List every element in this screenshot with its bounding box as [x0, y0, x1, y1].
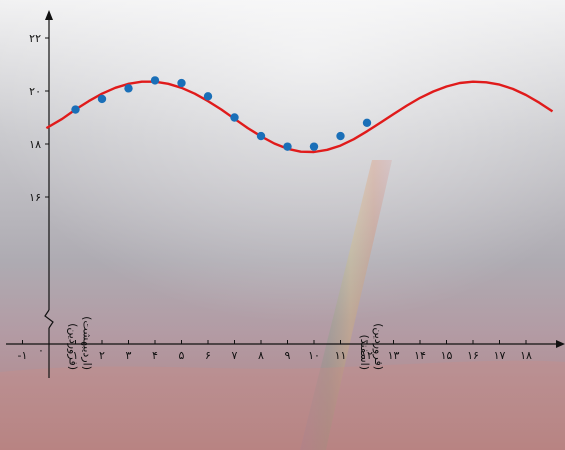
month-annotation-label: (فروردین)	[67, 323, 80, 370]
x-tick-label: ۸	[258, 349, 264, 362]
data-point	[230, 113, 239, 122]
month-annotations: (فروردین) (اردیبهشت) (اسفند) (فروردین)	[67, 316, 386, 370]
data-point	[309, 142, 319, 151]
month-annotation-label: (فروردین)	[372, 323, 385, 370]
data-points-layer	[71, 76, 372, 151]
month-annotation-label: (اسفند)	[358, 334, 371, 370]
x-tick-label: ۱۱	[335, 349, 347, 362]
data-point	[71, 105, 80, 114]
x-tick-label: ۱۸	[520, 349, 532, 362]
x-tick-label: ۴	[152, 349, 158, 362]
x-tick-label: ۵	[179, 349, 185, 362]
data-point	[362, 118, 372, 128]
x-tick-label: -۱	[18, 349, 28, 362]
x-tick-label: ۲	[99, 349, 105, 362]
data-point	[203, 92, 213, 101]
x-tick-label: ۱۵	[441, 349, 453, 362]
x-tick-label: ۹	[285, 349, 291, 362]
axes	[6, 10, 565, 378]
y-tick-label: ۱۶	[29, 191, 41, 204]
data-point	[124, 84, 133, 93]
y-tick-label: ۲۲	[29, 32, 41, 45]
x-tick-label: ۱۲	[361, 349, 373, 362]
fitted-curve-layer	[45, 80, 554, 154]
x-tick-label: ۱	[73, 349, 79, 362]
x-tick-label: ۰	[38, 344, 44, 357]
x-tick-label: ۱۷	[494, 349, 506, 362]
y-axis-break	[44, 309, 54, 329]
data-point	[97, 94, 107, 104]
data-point	[336, 131, 345, 141]
x-tick-label: ۱۶	[467, 349, 479, 362]
y-ticks: ۱۶ ۱۸ ۲۰ ۲۲	[29, 32, 49, 204]
x-tick-label: ۷	[232, 349, 238, 362]
x-tick-label: ۱۳	[388, 349, 400, 362]
fitted-curve	[45, 80, 554, 154]
y-tick-label: ۲۰	[29, 85, 41, 98]
x-tick-label: ۳	[126, 349, 132, 362]
y-tick-label: ۱۸	[29, 138, 41, 151]
x-axis-arrow	[556, 340, 565, 348]
month-annotation-label: (اردیبهشت)	[81, 316, 94, 370]
data-point	[256, 131, 266, 141]
data-point	[177, 78, 186, 88]
x-ticks: -۱ ۰ ۱ ۲ ۳ ۴ ۵ ۶ ۷ ۸ ۹ ۱۰ ۱۱ ۱۲ ۱۳ ۱۴ ۱۵ ۱۶ ۱۷ ۱۸	[18, 340, 532, 362]
data-point	[283, 142, 292, 151]
y-axis-arrow	[45, 10, 53, 20]
x-tick-label: ۱۴	[414, 349, 426, 362]
x-tick-label: ۶	[205, 349, 211, 362]
data-point	[150, 76, 160, 85]
x-tick-label: ۱۰	[308, 349, 320, 362]
